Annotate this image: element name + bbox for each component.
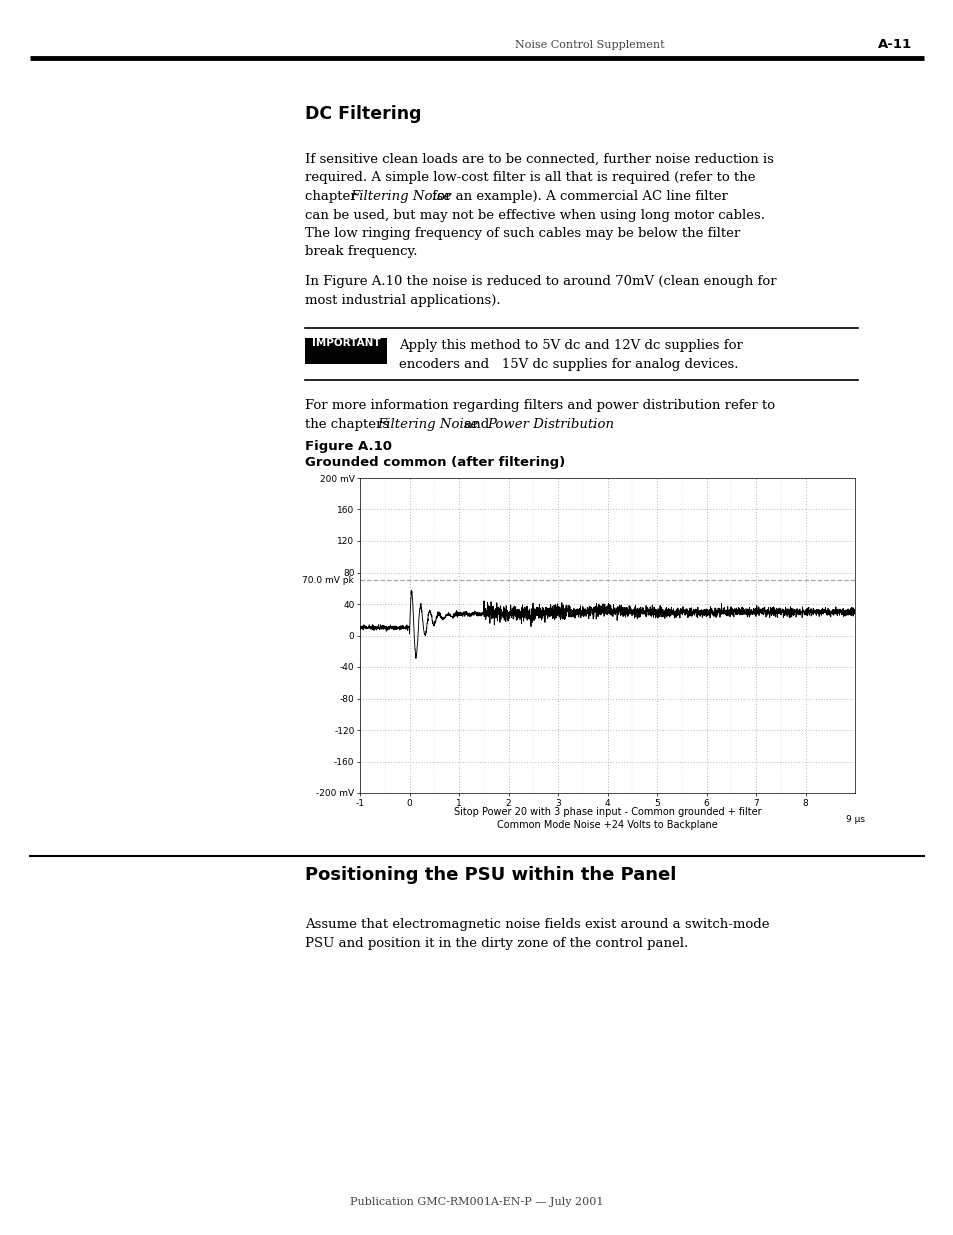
Text: Assume that electromagnetic noise fields exist around a switch-mode: Assume that electromagnetic noise fields…	[305, 918, 769, 931]
Text: DC Filtering: DC Filtering	[305, 105, 421, 124]
Text: Power Distribution: Power Distribution	[486, 417, 614, 431]
Text: and: and	[459, 417, 493, 431]
Text: A-11: A-11	[877, 38, 911, 52]
Text: IMPORTANT: IMPORTANT	[312, 338, 380, 348]
Text: In Figure A.10 the noise is reduced to around 70mV (clean enough for: In Figure A.10 the noise is reduced to a…	[305, 275, 776, 289]
Text: Figure A.10: Figure A.10	[305, 440, 392, 453]
Text: Apply this method to 5V dc and 12V dc supplies for: Apply this method to 5V dc and 12V dc su…	[398, 340, 742, 352]
Text: If sensitive clean loads are to be connected, further noise reduction is: If sensitive clean loads are to be conne…	[305, 153, 773, 165]
Bar	[305, 337, 387, 363]
Text: Filtering Noise: Filtering Noise	[350, 190, 451, 203]
Text: Filtering Noise: Filtering Noise	[376, 417, 477, 431]
Text: 9 μs: 9 μs	[844, 815, 863, 824]
Text: encoders and   15V dc supplies for analog devices.: encoders and 15V dc supplies for analog …	[398, 358, 738, 370]
Text: Publication GMC-RM001A-EN-P — July 2001: Publication GMC-RM001A-EN-P — July 2001	[350, 1197, 603, 1207]
Text: For more information regarding filters and power distribution refer to: For more information regarding filters a…	[305, 399, 774, 412]
Text: Grounded common (after filtering): Grounded common (after filtering)	[305, 456, 565, 469]
Text: 70.0 mV pk: 70.0 mV pk	[302, 576, 354, 585]
Text: PSU and position it in the dirty zone of the control panel.: PSU and position it in the dirty zone of…	[305, 936, 687, 950]
Text: Positioning the PSU within the Panel: Positioning the PSU within the Panel	[305, 866, 676, 884]
Text: Sitop Power 20 with 3 phase input - Common grounded + filter: Sitop Power 20 with 3 phase input - Comm…	[454, 806, 760, 818]
Text: can be used, but may not be effective when using long motor cables.: can be used, but may not be effective wh…	[305, 209, 764, 221]
Text: The low ringing frequency of such cables may be below the filter: The low ringing frequency of such cables…	[305, 227, 740, 240]
Text: Noise Control Supplement: Noise Control Supplement	[515, 40, 664, 49]
Text: Common Mode Noise +24 Volts to Backplane: Common Mode Noise +24 Volts to Backplane	[497, 820, 717, 830]
Text: chapter: chapter	[305, 190, 360, 203]
Text: most industrial applications).: most industrial applications).	[305, 294, 500, 308]
Text: break frequency.: break frequency.	[305, 246, 417, 258]
Text: for an example). A commercial AC line filter: for an example). A commercial AC line fi…	[428, 190, 727, 203]
Text: .: .	[592, 417, 596, 431]
Text: required. A simple low-cost filter is all that is required (refer to the: required. A simple low-cost filter is al…	[305, 172, 755, 184]
Text: the chapters: the chapters	[305, 417, 393, 431]
